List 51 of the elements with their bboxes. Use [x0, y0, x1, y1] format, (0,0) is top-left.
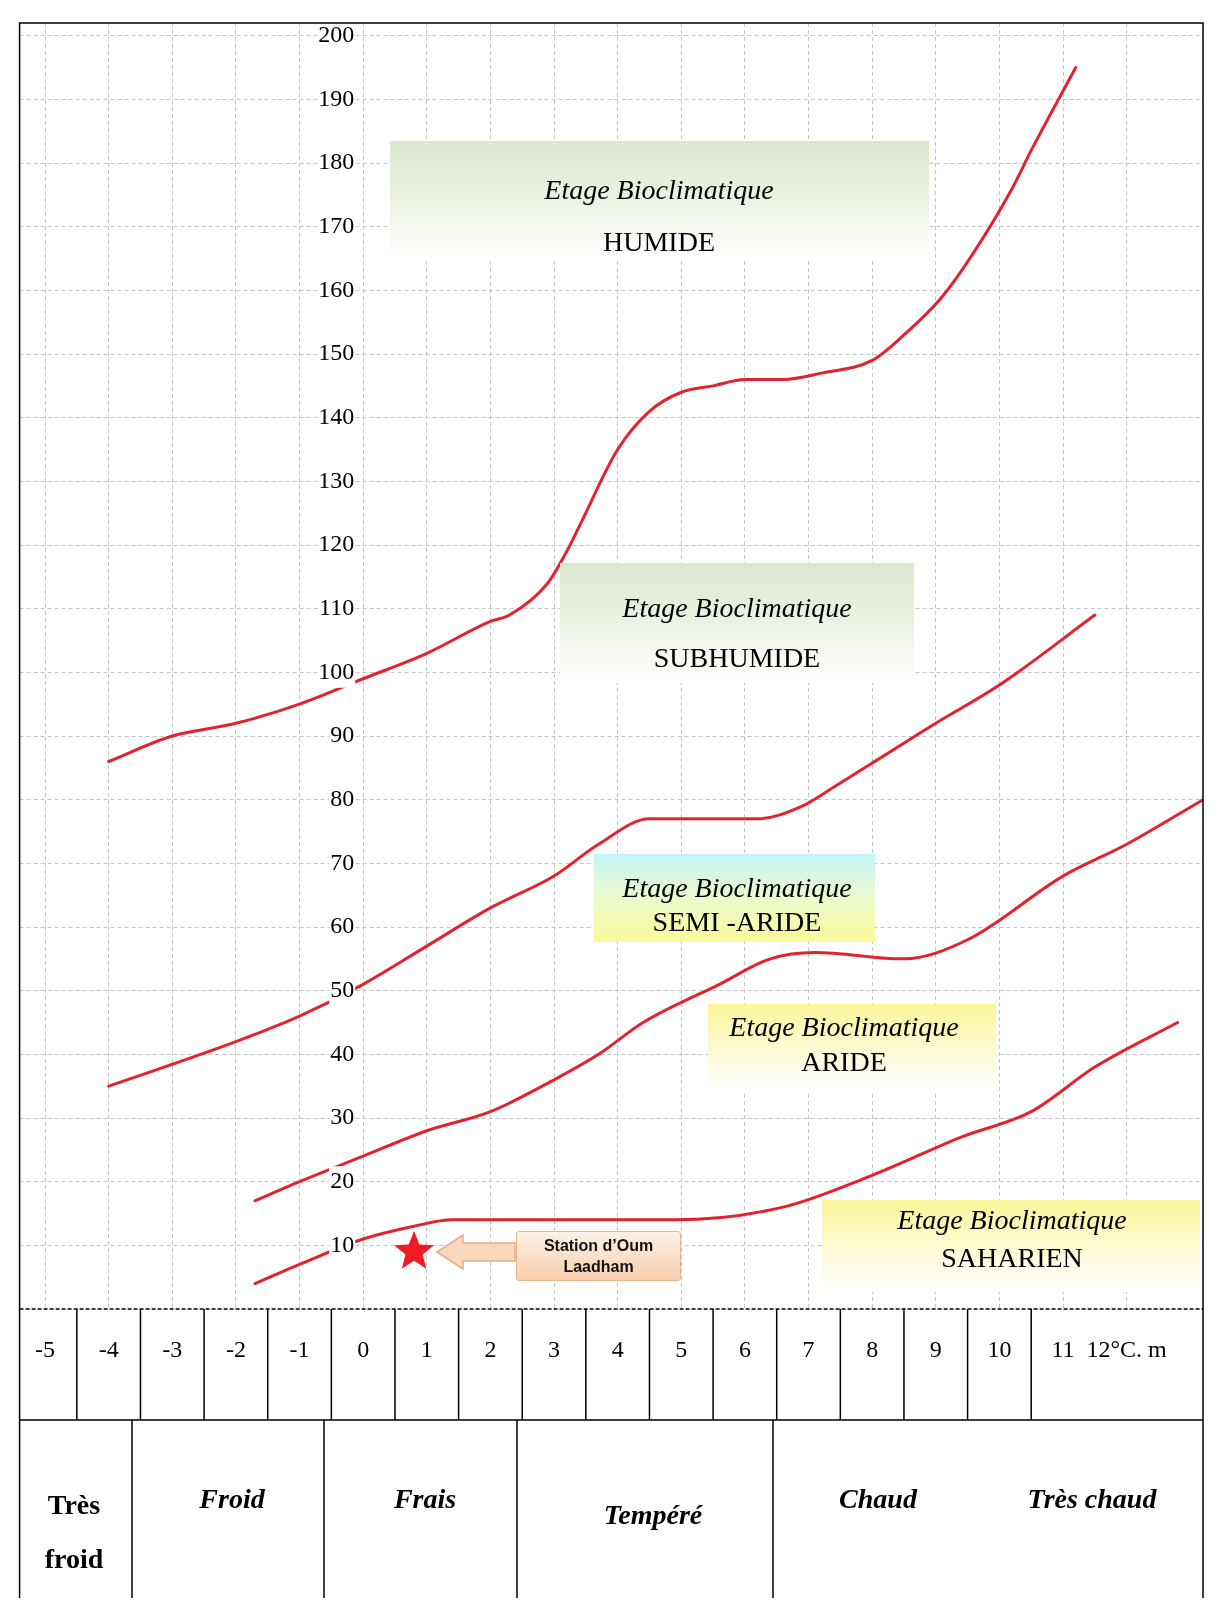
y-tick-label: 60 [330, 912, 355, 939]
y-tick-label: 150 [318, 339, 355, 366]
annotation: Etage Bioclimatique SUBHUMIDE [621, 591, 853, 675]
annotation: Etage Bioclimatique SEMI -ARIDE [621, 871, 853, 939]
text: Tempéré [603, 1498, 703, 1532]
y-tick-label: 70 [330, 848, 355, 875]
x-tick-label: 11 [1051, 1335, 1075, 1362]
x-tick-label: 0 [357, 1335, 370, 1362]
y-tick-label: 40 [330, 1039, 355, 1066]
x-tick-label: 9 [929, 1335, 942, 1362]
y-tick-label: 110 [319, 594, 355, 620]
y-tick-label: 120 [318, 530, 355, 557]
x-tick-label: 12°C. m [1086, 1335, 1168, 1362]
x-tick-label: -2 [225, 1335, 246, 1362]
x-tick-label: 1 [420, 1335, 433, 1362]
annotation: Etage Bioclimatique ARIDE [728, 1010, 960, 1079]
x-tick-label: -5 [35, 1335, 56, 1362]
y-tick-label: 180 [318, 148, 355, 175]
y-tick-label: 170 [318, 212, 355, 239]
x-tick-label: 4 [611, 1335, 624, 1362]
y-tick-label: 160 [318, 275, 355, 302]
x-tick-label: 8 [866, 1335, 879, 1362]
text: Station d’Oum Laadham [516, 1230, 682, 1281]
y-tick-label: 50 [330, 975, 355, 1002]
x-tick-label: -1 [289, 1335, 310, 1362]
x-tick-label: 10 [987, 1335, 1012, 1362]
y-tick-label: 140 [318, 403, 355, 430]
text: Très froid [43, 1488, 105, 1576]
x-tick-label: 2 [484, 1335, 497, 1362]
text: Frais [393, 1482, 457, 1516]
annotation: Etage Bioclimatique SAHARIEN [896, 1203, 1128, 1275]
x-tick-label: -4 [98, 1335, 119, 1362]
x-tick-label: 3 [548, 1335, 561, 1362]
y-tick-label: 100 [318, 657, 355, 684]
y-tick-label: 10 [330, 1230, 355, 1257]
y-tick-label: 200 [318, 21, 355, 48]
y-tick-label: 130 [318, 466, 355, 493]
y-tick-label: 90 [330, 721, 355, 748]
y-tick-label: 20 [330, 1166, 355, 1193]
annotation: Etage Bioclimatique HUMIDE [543, 173, 775, 259]
y-tick-label: 190 [318, 84, 355, 111]
x-tick-label: 5 [675, 1335, 688, 1362]
text: Froid [199, 1482, 265, 1516]
text: Très chaud [1027, 1482, 1157, 1516]
x-tick-label: 6 [738, 1335, 751, 1362]
line-series [107, 66, 1078, 763]
x-tick-label: -3 [162, 1335, 183, 1362]
x-tick-label: 7 [802, 1335, 815, 1362]
y-tick-label: 80 [330, 784, 355, 811]
text: Chaud [839, 1482, 917, 1516]
y-tick-label: 30 [330, 1103, 355, 1130]
